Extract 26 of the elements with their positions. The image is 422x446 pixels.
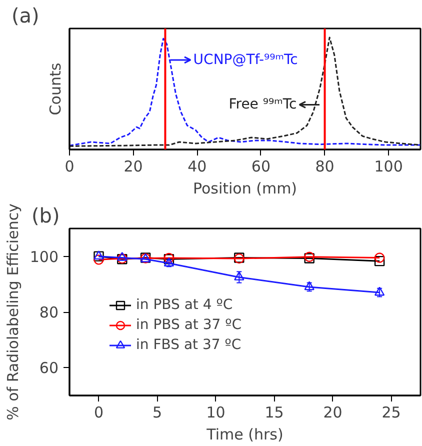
x-tick-label: 5 [152, 404, 162, 422]
legend-label: in PBS at 37 ºC [136, 317, 242, 333]
y-tick-label: 80 [39, 304, 59, 322]
x-tick-label: 100 [374, 158, 403, 176]
x-tick-label: 20 [323, 404, 342, 422]
x-tick-label: 15 [264, 404, 284, 422]
y-tick-label: 60 [39, 359, 59, 378]
x-tick-label: 25 [382, 404, 401, 422]
x-tick-label: 60 [251, 158, 271, 176]
x-tick-label: 40 [188, 158, 207, 176]
x-axis-title: Time (hrs) [206, 426, 284, 444]
annotation: Free ⁹⁹ᵐTc [228, 96, 297, 113]
x-tick-label: 0 [94, 404, 104, 422]
annotation: UCNP@Tf-⁹⁹ᵐTc [193, 52, 298, 68]
x-axis-title: Position (mm) [192, 180, 298, 198]
x-tick-label: 80 [315, 158, 334, 176]
y-tick-label: 100 [30, 248, 59, 266]
chart-title: (b) [32, 204, 60, 228]
y-axis-title: % of Radiolabeling Efficiency [4, 203, 22, 420]
x-tick-label: 20 [124, 158, 143, 176]
chart-title: (a) [12, 4, 40, 28]
x-tick-label: 0 [64, 158, 74, 176]
y-axis-title: Counts [46, 62, 64, 116]
legend-label: in PBS at 4 ºC [136, 297, 233, 313]
legend-label: in FBS at 37 ºC [136, 337, 242, 353]
x-tick-label: 10 [206, 404, 226, 422]
